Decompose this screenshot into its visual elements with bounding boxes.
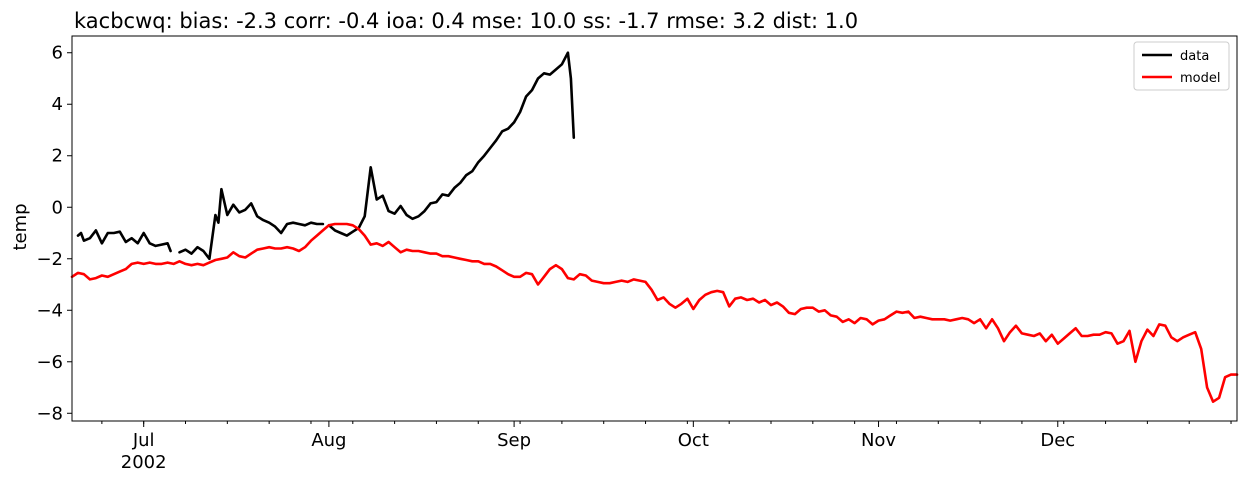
series-data-line-1 [76,229,172,253]
series-data-line-2 [178,187,325,261]
x-tick-label: Jul [132,430,155,451]
series-data-line-3 [327,51,576,237]
y-tick-label: 4 [52,94,63,115]
y-axis-label: temp [10,203,31,250]
x-tick-label: Dec [1040,430,1075,451]
x-tick-label: Sep [497,430,531,451]
y-tick-label: 6 [52,43,63,64]
y-tick-label: 2 [52,146,63,167]
series-model-line-1 [70,222,1239,403]
legend-label-model: model [1180,71,1220,86]
x-tick-sublabel: 2002 [121,452,167,473]
y-tick-label: 0 [52,197,63,218]
x-tick-label: Nov [861,430,896,451]
y-tick-label: −6 [36,352,63,373]
y-tick-label: −4 [36,300,63,321]
y-tick-label: −8 [36,403,63,424]
x-tick-label: Aug [311,430,346,451]
chart-title: kacbcwq: bias: -2.3 corr: -0.4 ioa: 0.4 … [74,9,858,33]
x-tick-label: Oct [678,430,709,451]
legend: data model [1133,41,1230,91]
y-tick-label: −2 [36,249,63,270]
legend-label-data: data [1180,49,1209,64]
plot-lines [70,51,1239,403]
plot-frame [71,35,1238,422]
